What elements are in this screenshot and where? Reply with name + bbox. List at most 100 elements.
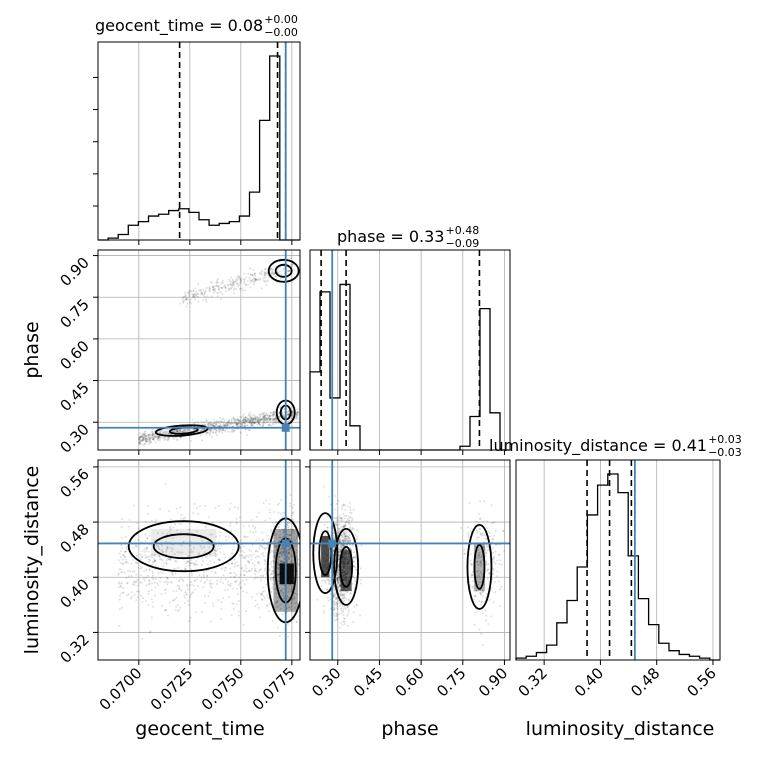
panel-geocent_time-vs-phase-point — [222, 417, 225, 420]
panel-geocent_time-vs-phase-point — [149, 437, 152, 440]
panel-phase-vs-luminosity_distance-point — [483, 537, 486, 540]
panel-geocent_time-vs-phase-point — [291, 263, 294, 266]
panel-geocent_time-vs-phase-point — [205, 418, 208, 421]
panel-geocent_time-vs-phase-point — [218, 424, 221, 427]
panel-geocent_time-vs-phase-point — [138, 438, 141, 441]
panel-phase-vs-luminosity_distance-point — [470, 574, 473, 577]
panel-geocent_time-vs-phase-point — [291, 410, 294, 413]
panel-geocent_time-vs-phase-point — [248, 267, 251, 270]
panel-geocent_time-vs-phase-point — [217, 420, 220, 423]
panel-geocent_time-vs-luminosity_distance-point — [279, 536, 282, 539]
panel-geocent_time-vs-luminosity_distance-point — [272, 561, 275, 564]
panel-geocent_time-vs-luminosity_distance-point — [258, 562, 261, 565]
panel-geocent_time-vs-phase-point — [159, 436, 162, 439]
panel-geocent_time-vs-phase-point — [233, 281, 236, 284]
panel-geocent_time-vs-phase-point — [231, 283, 234, 286]
panel-geocent_time-vs-luminosity_distance-point — [123, 555, 126, 558]
panel-geocent_time-vs-luminosity_distance-point — [152, 578, 155, 581]
panel-geocent_time-vs-phase-point — [217, 291, 220, 294]
panel-geocent_time-vs-phase-point — [264, 274, 267, 277]
panel-phase-vs-luminosity_distance-point — [336, 577, 339, 580]
panel-geocent_time-vs-phase-point — [261, 418, 264, 421]
panel-phase-vs-luminosity_distance-point — [338, 527, 341, 530]
panel-phase-vs-luminosity_distance-point — [479, 593, 482, 596]
panel-geocent_time-vs-luminosity_distance-point — [265, 499, 268, 502]
panel-geocent_time-vs-phase-point — [138, 438, 141, 441]
panel-geocent_time-vs-luminosity_distance-point — [209, 553, 212, 556]
panel-phase-vs-luminosity_distance-point — [480, 534, 483, 537]
panel-geocent_time-vs-luminosity_distance-point — [261, 546, 264, 549]
panel-geocent_time-vs-luminosity_distance-point — [208, 546, 211, 549]
panel-geocent_time-vs-phase-point — [243, 424, 246, 427]
panel-phase-vs-luminosity_distance-point — [339, 602, 342, 605]
panel-phase-vs-luminosity_distance-point — [333, 588, 336, 591]
panel-geocent_time-vs-luminosity_distance-point — [245, 578, 248, 581]
panel-geocent_time-vs-luminosity_distance-grid — [98, 460, 300, 660]
panel-phase-vs-luminosity_distance-point — [477, 563, 480, 566]
panel-geocent_time-vs-phase-point — [287, 413, 290, 416]
panel-geocent_time-vs-phase-point — [213, 420, 216, 423]
hist-luminosity_distance-frame — [515, 459, 721, 661]
panel-geocent_time-vs-phase-point — [291, 414, 294, 417]
panel-geocent_time-vs-phase-point — [218, 416, 221, 419]
panel-geocent_time-vs-phase-point — [229, 276, 232, 279]
panel-geocent_time-vs-phase-point — [153, 433, 156, 436]
panel-geocent_time-vs-luminosity_distance-point — [193, 562, 196, 565]
panel-geocent_time-vs-luminosity_distance-point — [297, 562, 300, 565]
panel-geocent_time-vs-phase-point — [221, 281, 224, 284]
panel-geocent_time-vs-phase-point — [287, 414, 290, 417]
panel-phase-vs-luminosity_distance-point — [335, 602, 338, 605]
panel-geocent_time-vs-luminosity_distance-point — [187, 555, 190, 558]
panel-geocent_time-vs-luminosity_distance-point — [286, 524, 289, 527]
panel-phase-vs-luminosity_distance-point — [499, 588, 502, 591]
panel-geocent_time-vs-luminosity_distance-point — [220, 544, 223, 547]
panel-geocent_time-vs-luminosity_distance-point — [232, 607, 235, 610]
panel-geocent_time-vs-luminosity_distance-point — [179, 577, 182, 580]
panel-geocent_time-vs-luminosity_distance-point — [294, 552, 297, 555]
panel-phase-vs-luminosity_distance-point — [338, 539, 341, 542]
panel-geocent_time-vs-phase-contour — [154, 424, 209, 437]
panel-geocent_time-vs-phase-point — [233, 419, 236, 422]
panel-geocent_time-vs-luminosity_distance-point — [118, 552, 121, 555]
panel-geocent_time-vs-phase-point — [158, 436, 161, 439]
panel-geocent_time-vs-phase-point — [287, 420, 290, 423]
panel-phase-vs-luminosity_distance-point — [483, 546, 486, 549]
panel-geocent_time-vs-phase-point — [145, 439, 148, 442]
panel-geocent_time-vs-luminosity_distance-point — [271, 577, 274, 580]
panel-phase-vs-luminosity_distance-point — [483, 548, 486, 551]
panel-phase-vs-luminosity_distance-point — [336, 578, 339, 581]
panel-geocent_time-vs-luminosity_distance-point — [212, 604, 215, 607]
panel-geocent_time-vs-luminosity_distance-point — [230, 530, 233, 533]
panel-geocent_time-vs-phase-point — [142, 437, 145, 440]
panel-phase-vs-luminosity_distance-point — [343, 539, 346, 542]
panel-geocent_time-vs-luminosity_distance-point — [193, 503, 196, 506]
panel-geocent_time-vs-phase-point — [209, 428, 212, 431]
panel-phase-vs-luminosity_distance-point — [493, 556, 496, 559]
panel-phase-vs-luminosity_distance-point — [335, 612, 338, 615]
panel-phase-vs-luminosity_distance-point — [349, 509, 352, 512]
panel-geocent_time-vs-luminosity_distance-point — [130, 595, 133, 598]
panel-geocent_time-vs-luminosity_distance-point — [202, 571, 205, 574]
panel-geocent_time-vs-phase-point — [235, 287, 238, 290]
panel-geocent_time-vs-phase-point — [252, 278, 255, 281]
panel-geocent_time-vs-phase-point — [182, 299, 185, 302]
panel-geocent_time-vs-luminosity_distance-point — [159, 580, 162, 583]
panel-geocent_time-vs-luminosity_distance-point — [221, 567, 224, 570]
panel-geocent_time-vs-phase-point — [244, 425, 247, 428]
panel-geocent_time-vs-luminosity_distance-point — [161, 551, 164, 554]
panel-geocent_time-vs-phase-point — [243, 425, 246, 428]
panel-phase-vs-luminosity_distance-point — [487, 548, 490, 551]
panel-phase-vs-luminosity_distance-point — [340, 534, 343, 537]
panel-geocent_time-vs-phase-point — [147, 433, 150, 436]
panel-geocent_time-vs-luminosity_distance-point — [262, 552, 265, 555]
panel-geocent_time-vs-luminosity_distance-point — [256, 576, 259, 579]
panel-phase-vs-luminosity_distance-point — [350, 511, 353, 514]
panel-phase-vs-luminosity_distance-point — [353, 560, 356, 563]
panel-geocent_time-vs-phase-point — [165, 432, 168, 435]
panel-geocent_time-vs-luminosity_distance-point — [247, 569, 250, 572]
panel-geocent_time-vs-luminosity_distance-point — [223, 553, 226, 556]
panel-geocent_time-vs-luminosity_distance-point — [237, 564, 240, 567]
panel-geocent_time-vs-luminosity_distance-point — [149, 630, 152, 633]
panel-phase-vs-luminosity_distance-point — [339, 538, 342, 541]
panel-geocent_time-vs-phase-point — [212, 422, 215, 425]
